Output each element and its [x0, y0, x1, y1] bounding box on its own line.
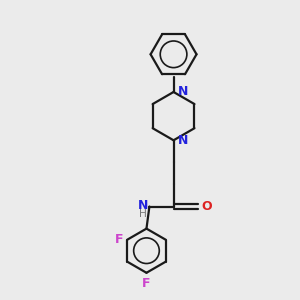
Text: N: N	[138, 200, 148, 212]
Text: H: H	[139, 209, 147, 219]
Text: F: F	[115, 233, 124, 246]
Text: N: N	[177, 85, 188, 98]
Text: N: N	[177, 134, 188, 147]
Text: F: F	[142, 277, 151, 290]
Text: O: O	[202, 200, 212, 213]
